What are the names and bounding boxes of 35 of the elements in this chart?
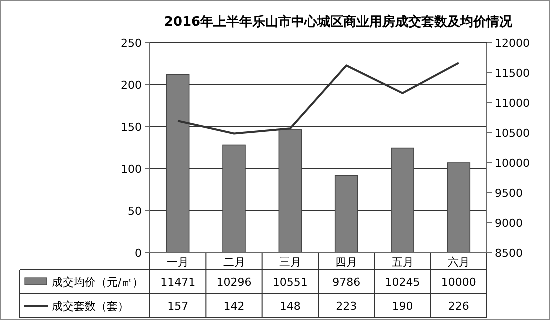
y-tick-label: 0 [135, 247, 142, 260]
y2-tick-label: 10500 [495, 127, 530, 140]
data-label: 142 [224, 300, 245, 313]
data-label: 10296 [216, 276, 252, 289]
data-label: 190 [392, 300, 414, 313]
data-label: 10245 [385, 276, 420, 289]
y2-tick-label: 9500 [495, 187, 523, 200]
y2-tick-label: 8500 [495, 247, 523, 260]
x-tick-label: 四月 [336, 256, 358, 269]
y-tick-label: 150 [121, 121, 142, 134]
data-label: 11471 [160, 276, 196, 289]
x-tick-label: 五月 [392, 256, 414, 269]
x-tick-label: 六月 [448, 256, 470, 269]
y-tick-label: 200 [121, 79, 142, 92]
y-tick-label: 100 [121, 163, 142, 176]
y-tick-label: 250 [121, 37, 142, 50]
y2-tick-label: 11500 [495, 67, 530, 80]
legend-label: 成交均价（元/㎡） [52, 276, 144, 289]
x-tick-label: 一月 [167, 256, 190, 269]
y2-tick-label: 10000 [495, 157, 530, 170]
data-label: 10551 [272, 276, 308, 289]
y-tick-label: 50 [128, 205, 142, 218]
data-label: 223 [336, 300, 358, 313]
y2-tick-label: 9000 [495, 217, 523, 230]
y2-tick-label: 11000 [495, 97, 530, 110]
chart-title: 2016年上半年乐山市中心城区商业用房成交套数及均价情况 [164, 14, 514, 30]
data-label: 9786 [332, 276, 361, 289]
data-label: 10000 [441, 276, 476, 289]
x-tick-label: 二月 [223, 256, 246, 269]
data-label: 226 [448, 300, 470, 313]
x-tick-label: 三月 [279, 256, 302, 269]
data-label: 148 [280, 300, 301, 313]
data-label: 157 [168, 300, 189, 313]
y2-tick-label: 12000 [495, 37, 530, 50]
legend-label: 成交套数（套） [52, 300, 129, 313]
